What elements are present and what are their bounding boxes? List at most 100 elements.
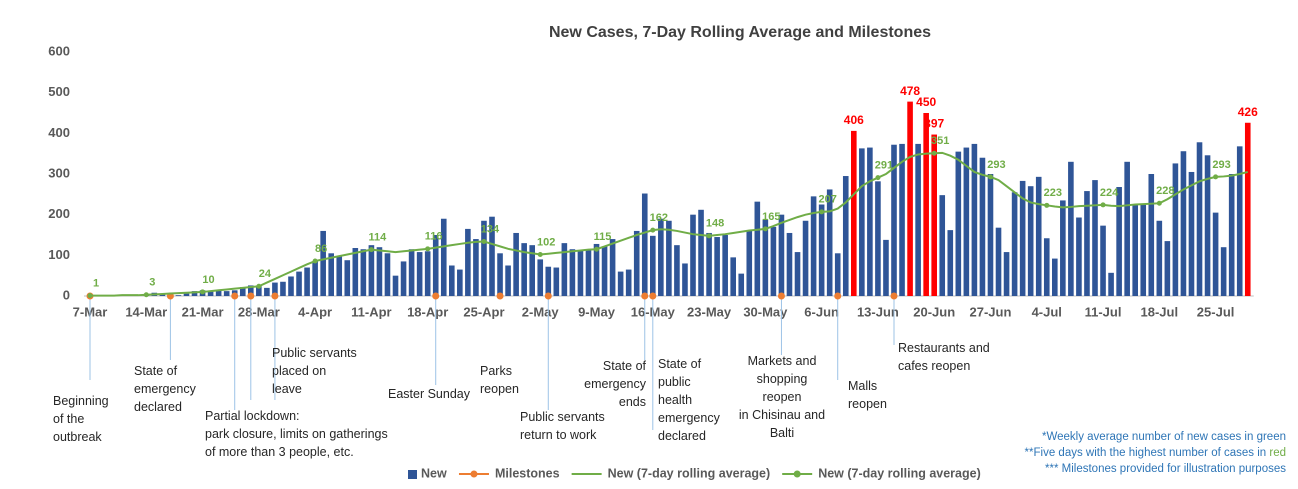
x-tick-label: 4-Apr	[298, 304, 332, 319]
chart-title: New Cases, 7-Day Rolling Average and Mil…	[549, 24, 931, 41]
data-label: 450	[916, 95, 936, 109]
bar	[1084, 191, 1090, 296]
bar	[336, 256, 343, 296]
bar	[601, 246, 608, 296]
bar	[207, 290, 214, 296]
bar	[730, 257, 736, 296]
bar	[440, 218, 447, 296]
bar	[352, 248, 359, 296]
bar	[690, 214, 696, 296]
rolling-average-marker	[1156, 200, 1162, 206]
milestone-marker	[496, 292, 504, 300]
bar	[1043, 238, 1050, 296]
bar	[183, 293, 190, 296]
bar	[963, 147, 970, 296]
rolling-average-marker	[650, 227, 656, 233]
milestone-marker	[231, 292, 239, 300]
milestone-marker	[890, 292, 898, 300]
milestone-label: Beginning of the outbreak	[53, 394, 109, 444]
bar	[256, 285, 262, 296]
rolling-average-marker	[875, 175, 881, 181]
milestone-label: Easter Sunday	[388, 387, 471, 401]
data-label: 293	[987, 159, 1005, 171]
bar	[1003, 252, 1010, 296]
footnote: *Weekly average number of new cases in g…	[1042, 431, 1286, 443]
x-tick-label: 25-Jul	[1197, 304, 1235, 319]
bar	[891, 144, 897, 296]
bar	[738, 273, 745, 296]
rolling-average-marker	[819, 209, 825, 215]
bar	[786, 232, 793, 296]
legend-swatch	[470, 470, 478, 478]
bar	[1124, 161, 1130, 296]
bar	[328, 253, 334, 296]
bar	[1027, 186, 1034, 296]
bar	[1140, 204, 1147, 296]
x-tick-label: 14-Mar	[125, 304, 167, 319]
bar	[1172, 163, 1179, 296]
bar	[376, 247, 383, 296]
bar	[312, 261, 318, 296]
milestone-marker	[834, 292, 842, 300]
bar	[553, 267, 560, 296]
bar	[497, 253, 503, 296]
data-label: 116	[425, 231, 443, 243]
bar	[529, 245, 535, 296]
data-label: 115	[594, 231, 612, 243]
bar	[794, 252, 801, 296]
bar	[682, 263, 688, 296]
x-tick-label: 25-Apr	[463, 304, 504, 319]
bar	[818, 204, 825, 296]
bar	[609, 239, 616, 296]
bar	[746, 230, 753, 296]
data-label: 148	[706, 218, 724, 230]
bar	[698, 209, 704, 296]
bar	[248, 285, 254, 296]
data-label: 406	[844, 113, 864, 127]
bar	[473, 239, 479, 296]
data-label: 1	[93, 277, 99, 289]
bar	[1100, 225, 1106, 296]
rolling-average-marker	[368, 247, 374, 253]
rolling-average-marker	[931, 150, 937, 156]
footnote-part: **Five days with the highest number of c…	[1025, 447, 1270, 459]
bar	[1180, 151, 1187, 296]
y-tick-label: 100	[48, 247, 70, 262]
bar	[537, 259, 544, 296]
bar	[368, 245, 375, 296]
bar	[521, 243, 527, 296]
milestone-label: Public servants placed on leave	[272, 346, 357, 396]
bar	[272, 282, 278, 296]
legend-swatch	[408, 470, 417, 479]
bar	[585, 249, 592, 296]
rolling-average-marker	[425, 246, 431, 252]
rolling-average-marker	[706, 233, 712, 239]
x-tick-label: 11-Jul	[1085, 304, 1122, 319]
legend-label: New (7-day rolling average)	[818, 466, 981, 480]
bar	[1060, 200, 1066, 296]
bar	[1164, 241, 1171, 296]
y-tick-label: 200	[48, 206, 70, 221]
milestone-label: Public servants return to work	[520, 410, 605, 442]
bar	[457, 269, 463, 296]
milestone-marker	[271, 292, 279, 300]
bar	[875, 181, 881, 296]
rolling-average-marker	[594, 246, 600, 252]
x-tick-label: 2-May	[522, 304, 560, 319]
x-tick-label: 30-May	[743, 304, 788, 319]
y-tick-label: 300	[48, 165, 70, 180]
data-label: 207	[818, 194, 836, 206]
footnote-part: green	[1257, 431, 1286, 443]
y-tick-label: 500	[48, 84, 70, 99]
milestone-label: State of public health emergency declared	[658, 357, 721, 443]
data-label: 162	[650, 212, 668, 224]
x-tick-label: 27-Jun	[970, 304, 1012, 319]
y-tick-label: 0	[63, 287, 70, 302]
bar	[481, 220, 487, 296]
rolling-average-marker	[87, 293, 93, 299]
bar	[223, 291, 230, 296]
bar	[979, 157, 986, 296]
bar	[344, 260, 351, 296]
bar	[360, 249, 367, 296]
bar	[842, 176, 849, 296]
